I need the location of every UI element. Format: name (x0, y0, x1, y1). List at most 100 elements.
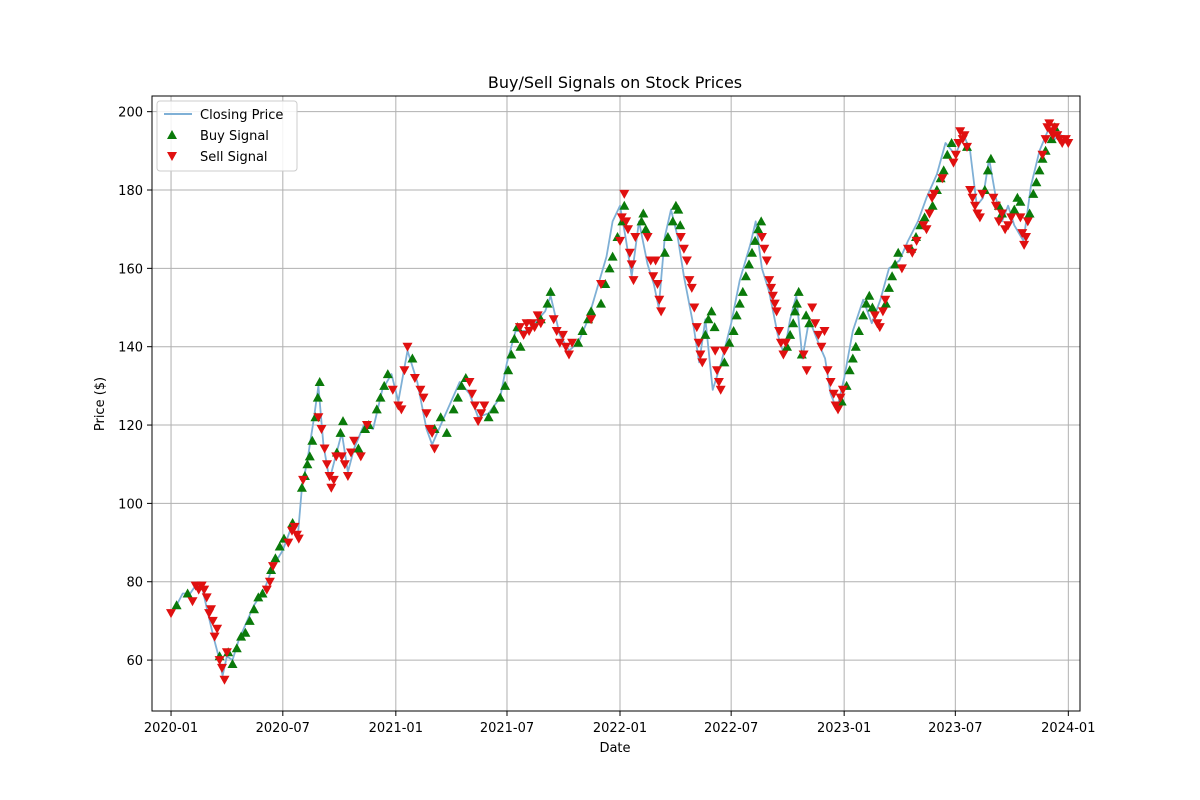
sell-signal-marker (415, 385, 426, 395)
buy-signal-marker (790, 306, 800, 316)
buy-signal-marker (850, 341, 861, 351)
sell-signal-marker (349, 436, 360, 446)
sell-signal-marker (467, 389, 477, 399)
sell-signal-marker (948, 158, 959, 168)
sell-signal-marker (206, 605, 216, 615)
sell-signal-marker (769, 299, 780, 309)
buy-signal-marker (1024, 208, 1035, 218)
sell-signal-marker (355, 452, 366, 462)
sell-signal-marker (691, 323, 702, 333)
buy-signal-marker (659, 247, 670, 257)
buy-signal-marker (266, 565, 277, 574)
sell-signal-marker (801, 366, 812, 376)
buy-signal-marker (244, 615, 255, 625)
buy-signal-marker (304, 451, 315, 461)
y-tick-label: 160 (118, 262, 143, 277)
buy-signal-marker (858, 310, 869, 320)
buy-signal-marker (483, 412, 494, 422)
sell-signal-marker (761, 256, 772, 266)
sell-signal-marker (833, 405, 843, 415)
chart-title: Buy/Sell Signals on Stock Prices (488, 73, 742, 92)
sell-signal-marker (313, 413, 324, 423)
buy-signal-marker (182, 588, 193, 598)
sell-signal-series (166, 119, 1074, 685)
sell-signal-marker (697, 358, 708, 368)
legend-buy-marker (167, 130, 177, 139)
sell-signal-marker (557, 330, 568, 340)
sell-signal-marker (554, 338, 565, 348)
sell-signal-marker (997, 209, 1007, 219)
buy-signal-marker (938, 165, 949, 175)
sell-signal-marker (212, 624, 223, 634)
buy-signal-marker (747, 247, 757, 257)
sell-signal-marker (652, 280, 663, 289)
buy-signal-marker (441, 427, 452, 437)
buy-signal-marker (240, 627, 251, 637)
sell-signal-marker (479, 401, 490, 411)
sell-signal-marker (418, 393, 429, 403)
sell-signal-marker (907, 248, 918, 258)
sell-signal-marker (1049, 123, 1060, 133)
sell-signal-marker (798, 350, 809, 360)
sell-signal-marker (535, 319, 546, 329)
sell-signal-marker (825, 378, 836, 387)
buy-signal-marker (596, 298, 606, 308)
sell-signal-marker (1022, 217, 1033, 227)
buy-signal-marker (435, 412, 446, 422)
x-tick-label: 2021-07 (480, 721, 534, 736)
buy-signal-marker (737, 286, 748, 296)
buy-signal-marker (456, 380, 467, 390)
sell-signal-marker (470, 401, 480, 411)
sell-signal-marker (264, 577, 275, 587)
sell-signal-marker (596, 280, 606, 289)
x-axis: 2020-01 2020-07 2021-01 2021-07 2022-01 2022-… (144, 711, 1095, 736)
buy-signal-marker (801, 310, 812, 320)
buy-signal-marker (296, 482, 307, 492)
buy-signal-marker (503, 365, 514, 375)
sell-signal-marker (835, 393, 846, 403)
buy-signal-marker (573, 337, 584, 347)
buy-signal-marker (793, 286, 804, 296)
sell-signal-marker (764, 276, 775, 286)
y-tick-label: 100 (118, 497, 143, 512)
sell-signal-marker (924, 209, 935, 219)
buy-signal-marker (887, 271, 898, 281)
buy-signal-marker (919, 212, 930, 222)
sell-signal-marker (656, 307, 667, 317)
sell-signal-marker (429, 444, 440, 454)
sell-signal-marker (778, 350, 789, 360)
buy-signal-marker (719, 357, 730, 367)
sell-signal-marker (719, 346, 730, 356)
sell-signal-marker (187, 597, 198, 607)
sell-signal-marker (322, 460, 332, 470)
sell-signal-marker (710, 346, 721, 356)
buy-signal-marker (375, 392, 386, 402)
buy-signal-marker (709, 322, 720, 332)
sell-signal-marker (822, 366, 833, 376)
sell-signal-marker (819, 327, 830, 336)
buy-signal-marker (1009, 204, 1020, 214)
grid (152, 96, 1080, 711)
x-tick-label: 2022-01 (593, 721, 647, 736)
sell-signal-marker (684, 276, 695, 286)
buy-signal-marker (302, 459, 313, 469)
sell-signal-marker (780, 338, 791, 348)
y-axis: 60 80 100 120 140 160 180 200 (118, 106, 152, 669)
plot-frame (151, 95, 1081, 712)
x-tick-label: 2022-07 (704, 721, 758, 736)
buy-signal-marker (335, 427, 346, 437)
buy-signal-marker (607, 251, 618, 261)
sell-signal-marker (962, 142, 972, 152)
buy-signal-marker (700, 329, 711, 339)
sell-signal-marker (1044, 119, 1055, 129)
sell-signal-marker (564, 350, 574, 360)
sell-signal-marker (929, 189, 940, 199)
sell-signal-marker (621, 217, 632, 227)
sell-signal-marker (1040, 135, 1051, 145)
buy-signal-marker (307, 435, 318, 445)
buy-signal-marker (1046, 134, 1057, 144)
sell-signal-marker (681, 256, 692, 266)
buy-signal-marker (982, 165, 993, 175)
buy-signal-marker (927, 200, 938, 210)
